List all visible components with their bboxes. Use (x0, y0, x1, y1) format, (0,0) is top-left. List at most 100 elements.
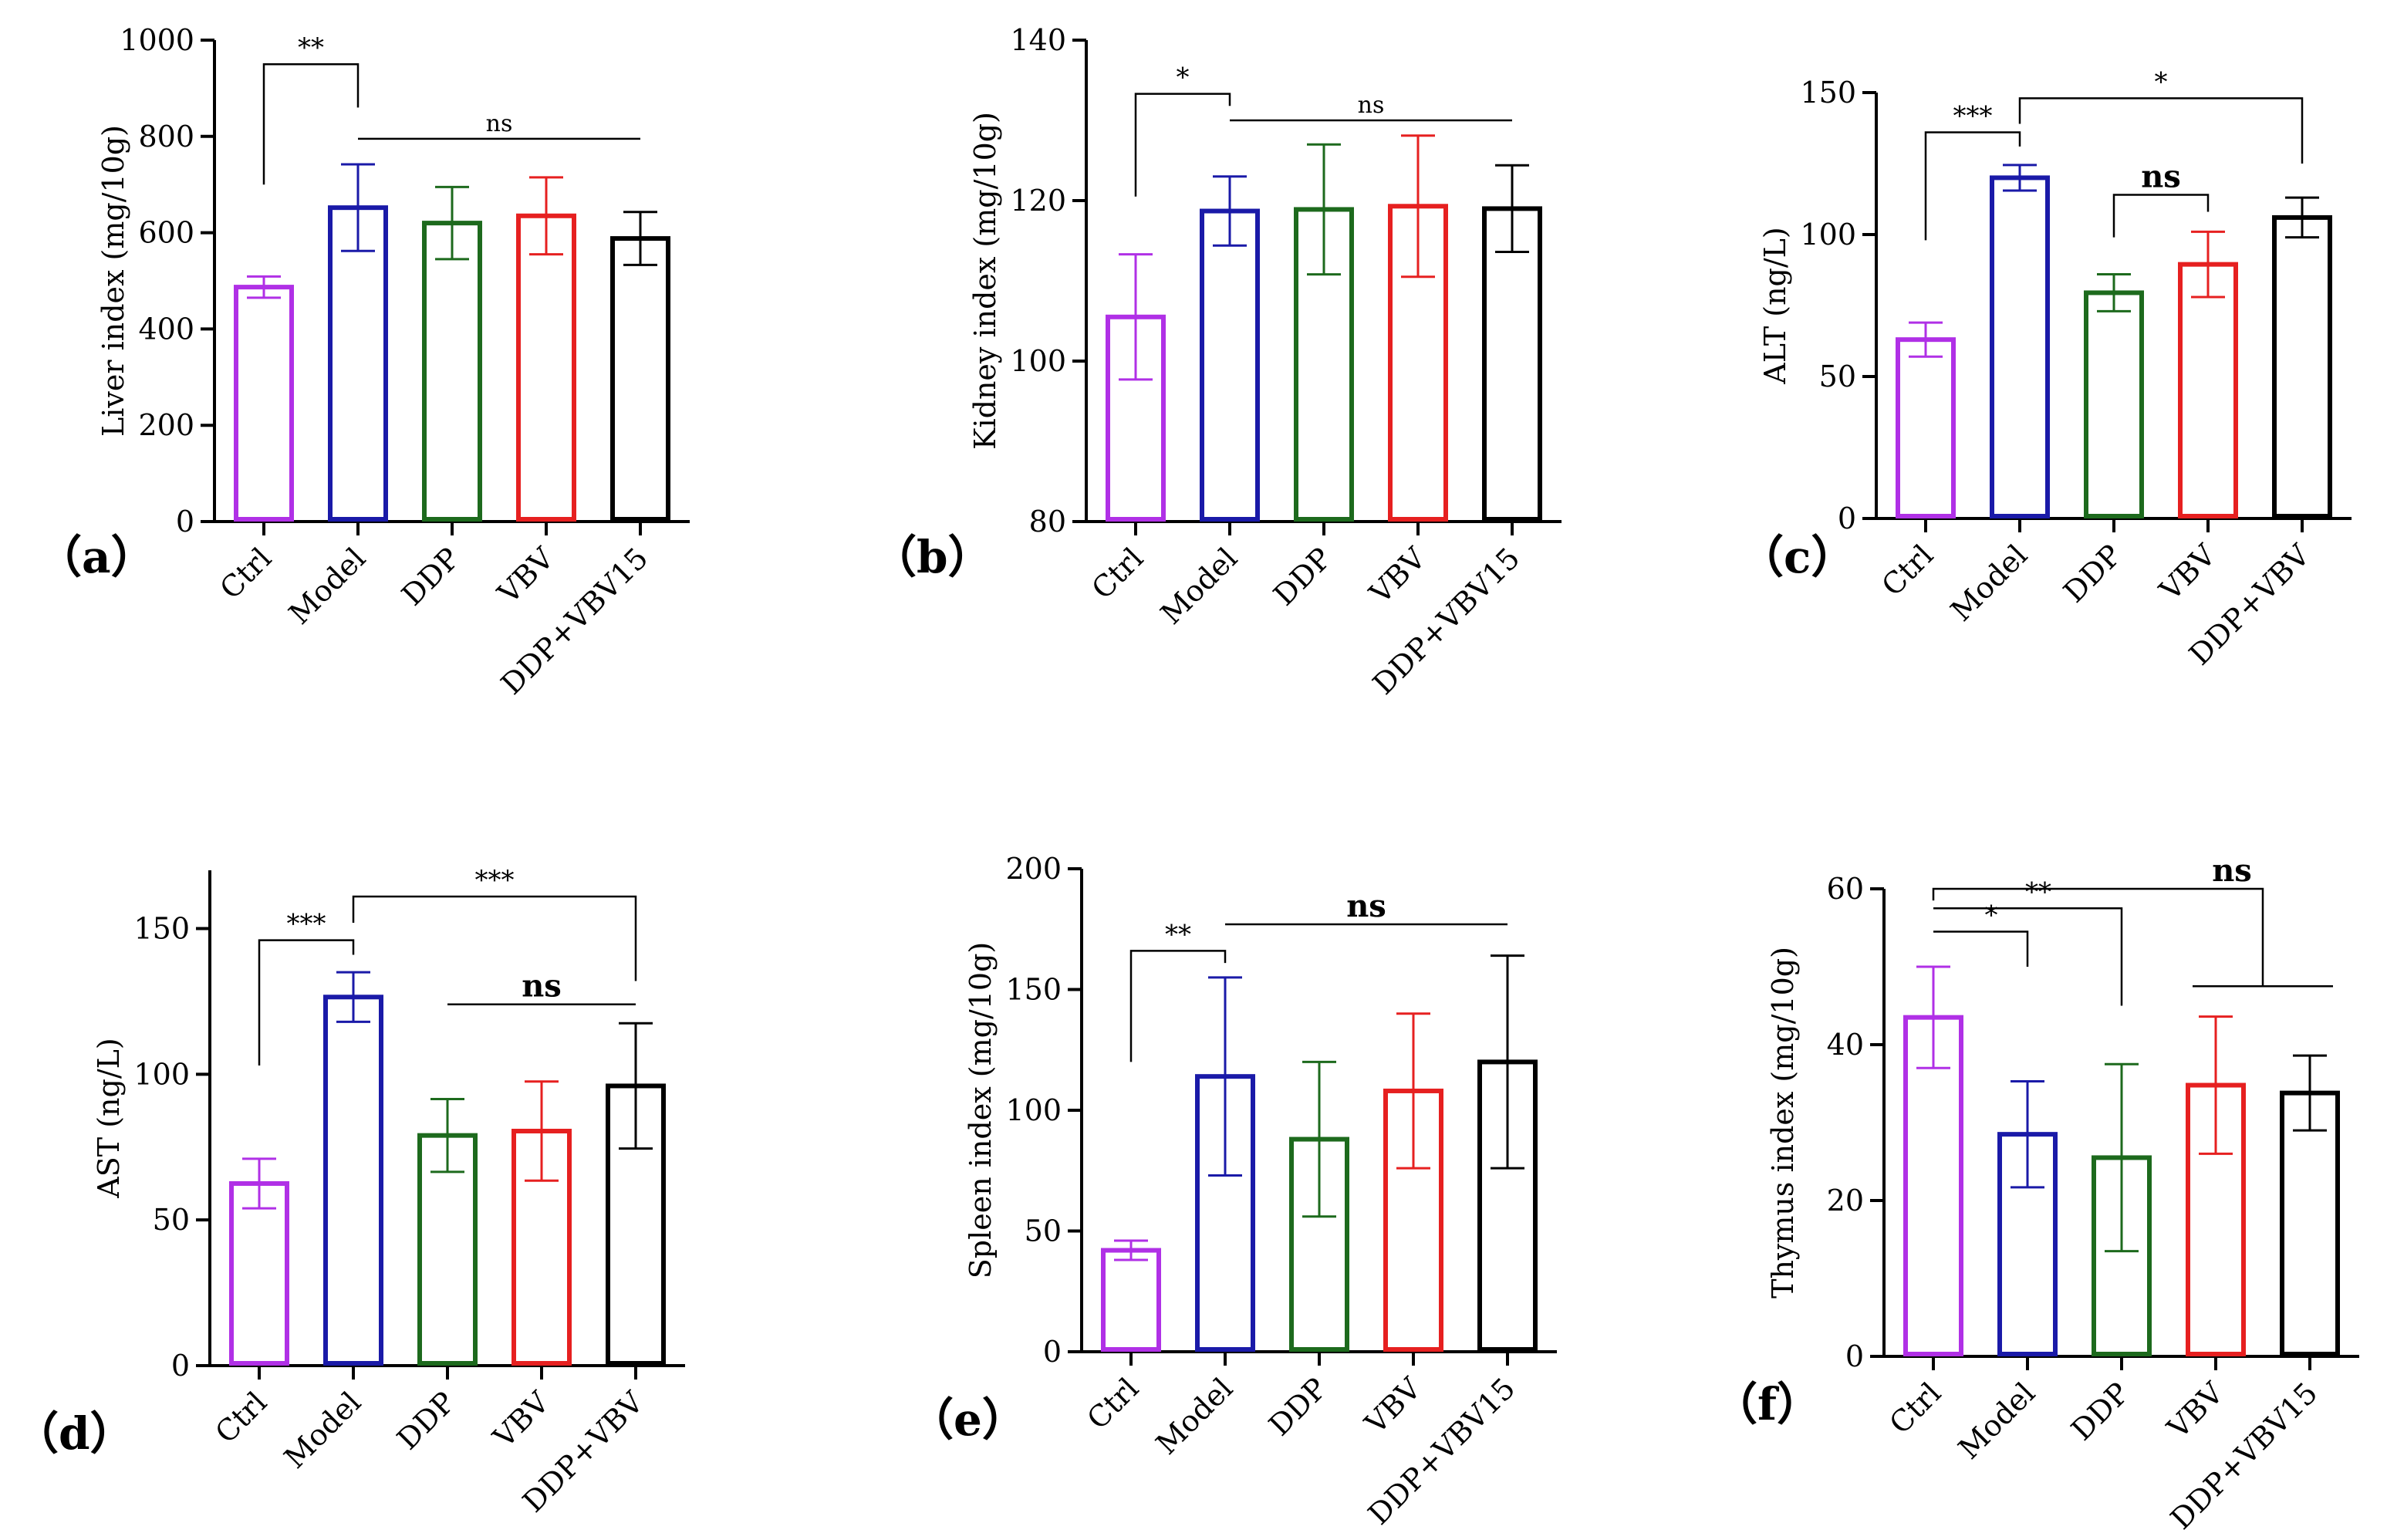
x-tick-label: Model (282, 541, 373, 631)
x-tick-label: VBV (1358, 1371, 1428, 1441)
bar-ctrl (236, 287, 292, 519)
y-tick-label: 0 (176, 505, 194, 539)
bar-ctrl (1103, 1251, 1159, 1349)
significance-bracket (1131, 951, 1225, 1062)
y-tick-label: 200 (1005, 852, 1062, 886)
bar-ddp (2086, 292, 2142, 516)
y-axis-label: Spleen index (mg/10g) (964, 942, 998, 1278)
y-axis-label: AST (ng/L) (92, 1038, 126, 1198)
bar-vbv (518, 216, 574, 519)
significance-label: ** (1165, 919, 1191, 950)
x-tick-label: VBV (2160, 1376, 2230, 1446)
significance-label: ns (2212, 853, 2252, 889)
bar-ddp+vbv (2274, 218, 2330, 516)
bar-model (1992, 177, 2048, 516)
significance-bracket (2020, 98, 2302, 164)
significance-bracket (259, 941, 353, 1066)
significance-label: ** (2025, 876, 2051, 907)
y-tick-label: 50 (153, 1203, 190, 1237)
significance-bracket (1933, 932, 2027, 967)
y-tick-label: 1000 (120, 23, 194, 57)
panel-label: （c） (1739, 531, 1855, 583)
y-tick-label: 200 (138, 408, 194, 442)
y-tick-label: 20 (1827, 1184, 1864, 1217)
x-tick-label: VBV (486, 1385, 556, 1455)
x-tick-label: DDP (2057, 538, 2128, 609)
figure: 02004006008001000Liver index (mg/10g)Ctr… (0, 0, 2387, 1540)
significance-bracket (1136, 94, 1230, 197)
x-tick-label: Ctrl (1080, 1371, 1145, 1436)
y-tick-label: 100 (133, 1057, 190, 1091)
x-tick-label: Model (278, 1385, 368, 1475)
y-axis-label: ALT (ng/L) (1758, 227, 1792, 385)
x-tick-label: DDP (390, 1385, 461, 1456)
y-axis-label: Kidney index (mg/10g) (968, 112, 1002, 450)
bar-vbv (2180, 265, 2236, 516)
bar-ddp+vbv15 (613, 238, 668, 519)
chart-panel-e: 0 50 100 150 200 Spleen index (mg/10g) Ctrl Mod… (909, 852, 1557, 1532)
y-tick-label: 40 (1827, 1028, 1864, 1062)
bar-ddp+vbv15 (2282, 1093, 2338, 1354)
y-tick-label: 140 (1010, 23, 1066, 57)
significance-bracket (1926, 133, 2020, 241)
x-tick-label: VBV (491, 541, 561, 611)
x-tick-label: Model (1150, 1371, 1240, 1461)
significance-label: ns (1346, 888, 1386, 924)
y-tick-label: 80 (1029, 505, 1066, 539)
x-tick-label: DDP (1267, 541, 1338, 612)
y-tick-label: 120 (1010, 184, 1066, 218)
significance-label: ns (486, 110, 513, 137)
y-axis-label: Thymus index (mg/10g) (1766, 947, 1800, 1299)
x-tick-label: DDP (2065, 1376, 2135, 1447)
x-tick-label: Model (1944, 538, 2034, 628)
x-tick-label: Ctrl (1875, 538, 1940, 603)
significance-label: *** (1953, 101, 1993, 132)
y-tick-label: 800 (138, 120, 194, 154)
y-tick-label: 400 (138, 312, 194, 346)
bar-model (326, 997, 381, 1363)
y-tick-label: 150 (133, 912, 190, 946)
x-tick-label: Ctrl (1085, 541, 1150, 606)
significance-bracket (353, 897, 636, 981)
y-tick-label: 50 (1819, 360, 1856, 393)
panel-label: （b） (872, 531, 993, 583)
chart-panel-a: 0 200 400 600 800 1000 Liver index (mg/10g) Ctr… (37, 23, 690, 701)
y-axis-label: Liver index (mg/10g) (96, 125, 130, 437)
y-tick-label: 100 (1010, 344, 1066, 378)
bar-ctrl (231, 1184, 287, 1363)
significance-label: ns (522, 968, 562, 1005)
y-tick-label: 0 (171, 1349, 190, 1383)
panel-label: （d） (14, 1407, 135, 1460)
y-tick-label: 600 (138, 216, 194, 250)
significance-label: *** (475, 865, 515, 896)
bar-ddp+vbv15 (1484, 208, 1540, 519)
significance-label: ** (298, 32, 324, 63)
significance-label: * (1985, 900, 1998, 931)
x-tick-label: DDP (1262, 1371, 1333, 1442)
chart-panel-b: 80 100 120 140 Kidney index (mg/10g) Ctrl Mode… (872, 23, 1562, 701)
y-tick-label: 0 (1043, 1335, 1062, 1369)
y-tick-label: 100 (1800, 218, 1856, 252)
bar-model (330, 208, 386, 519)
x-tick-label: Ctrl (1882, 1376, 1947, 1440)
y-tick-label: 50 (1025, 1214, 1062, 1248)
panel-label: （e） (909, 1393, 1027, 1446)
significance-label: ns (2141, 158, 2181, 194)
x-tick-label: VBV (2152, 538, 2223, 608)
chart-panel-f: 0 20 40 60 Thymus index (mg/10g) Ctrl Model DDP… (1713, 853, 2359, 1536)
y-tick-label: 60 (1827, 872, 1864, 906)
significance-label: *** (287, 909, 326, 940)
significance-bracket (1933, 889, 2263, 986)
y-tick-label: 150 (1005, 973, 1062, 1007)
x-tick-label: DDP (395, 541, 466, 612)
significance-label: * (1177, 62, 1190, 93)
x-tick-label: Ctrl (213, 541, 278, 606)
x-tick-label: Ctrl (208, 1385, 273, 1450)
panel-label: （f） (1713, 1378, 1821, 1430)
bar-ddp (424, 223, 480, 519)
x-tick-label: VBV (1362, 541, 1433, 611)
x-tick-label: Model (1154, 541, 1244, 631)
y-tick-label: 100 (1005, 1093, 1062, 1127)
